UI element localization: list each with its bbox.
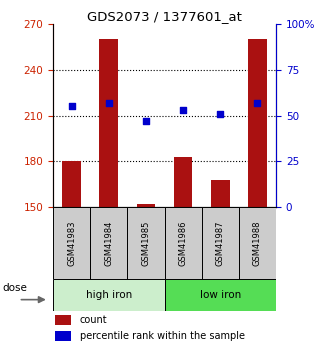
Bar <box>164 207 202 279</box>
Bar <box>211 179 230 207</box>
Point <box>69 104 74 109</box>
Point <box>143 118 149 124</box>
Bar <box>164 279 276 311</box>
Text: GSM41986: GSM41986 <box>178 220 187 266</box>
Text: dose: dose <box>3 283 28 293</box>
Bar <box>100 39 118 207</box>
Bar <box>137 204 155 207</box>
Bar <box>55 315 71 325</box>
Text: GSM41984: GSM41984 <box>104 220 113 266</box>
Bar <box>62 161 81 207</box>
Bar <box>174 157 192 207</box>
Bar <box>55 331 71 341</box>
Text: low iron: low iron <box>200 290 241 300</box>
Point <box>180 107 186 113</box>
Title: GDS2073 / 1377601_at: GDS2073 / 1377601_at <box>87 10 242 23</box>
Text: GSM41983: GSM41983 <box>67 220 76 266</box>
Bar <box>239 207 276 279</box>
Text: percentile rank within the sample: percentile rank within the sample <box>80 331 245 341</box>
Bar <box>53 279 164 311</box>
Point <box>106 100 111 106</box>
Text: GSM41988: GSM41988 <box>253 220 262 266</box>
Point <box>218 111 223 117</box>
Point <box>255 100 260 106</box>
Text: count: count <box>80 315 107 325</box>
Text: high iron: high iron <box>86 290 132 300</box>
Bar <box>127 207 164 279</box>
Bar <box>53 207 90 279</box>
Text: GSM41985: GSM41985 <box>142 220 151 266</box>
Text: GSM41987: GSM41987 <box>216 220 225 266</box>
Bar <box>202 207 239 279</box>
Bar <box>248 39 267 207</box>
Bar <box>90 207 127 279</box>
